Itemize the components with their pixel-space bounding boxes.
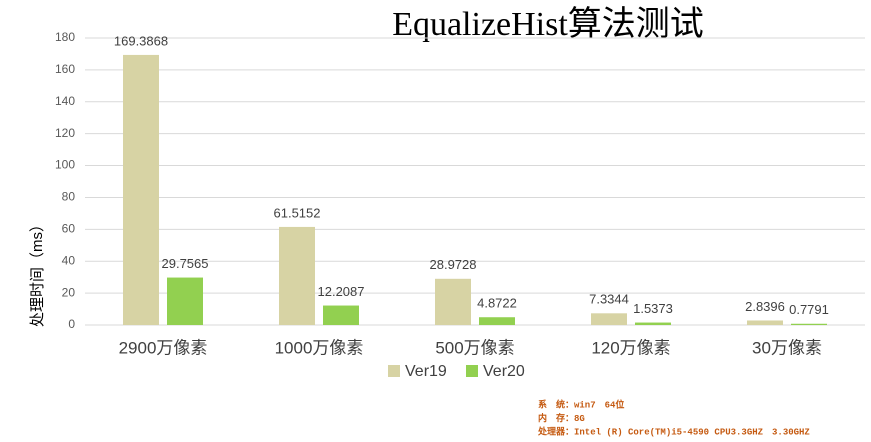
x-tick-label: 30万像素 bbox=[752, 338, 822, 357]
x-tick-label: 120万像素 bbox=[591, 338, 670, 357]
x-tick-label: 1000万像素 bbox=[275, 338, 364, 357]
y-tick-label: 60 bbox=[62, 222, 76, 236]
bar bbox=[167, 277, 203, 325]
bar bbox=[591, 313, 627, 325]
x-tick-label: 500万像素 bbox=[435, 338, 514, 357]
legend-swatch bbox=[388, 365, 400, 377]
value-label: 169.3868 bbox=[114, 33, 168, 48]
y-tick-label: 80 bbox=[62, 190, 76, 204]
note: 系 统：win7 64位 bbox=[538, 398, 624, 410]
legend-label: Ver20 bbox=[483, 363, 525, 380]
legend-label: Ver19 bbox=[405, 363, 447, 380]
bar bbox=[323, 305, 359, 325]
y-tick-label: 180 bbox=[55, 30, 75, 44]
y-tick-label: 20 bbox=[62, 285, 76, 299]
bar bbox=[123, 54, 159, 326]
note: 内 存：8G bbox=[538, 412, 585, 424]
value-label: 28.9728 bbox=[430, 257, 477, 272]
y-tick-label: 160 bbox=[55, 62, 75, 76]
value-label: 61.5152 bbox=[274, 205, 321, 220]
bar bbox=[747, 320, 783, 325]
value-label: 7.3344 bbox=[589, 292, 629, 307]
value-label: 12.2087 bbox=[318, 284, 365, 299]
x-tick-label: 2900万像素 bbox=[119, 338, 208, 357]
value-label: 2.8396 bbox=[745, 299, 785, 314]
value-label: 4.8722 bbox=[477, 296, 517, 311]
y-axis-label: 处理时间（ms） bbox=[29, 217, 46, 327]
bar bbox=[791, 323, 827, 325]
value-label: 0.7791 bbox=[789, 302, 829, 317]
bar bbox=[479, 317, 515, 325]
chart-title: EqualizeHist算法测试 bbox=[392, 5, 704, 43]
y-tick-label: 100 bbox=[55, 158, 75, 172]
value-label: 1.5373 bbox=[633, 301, 673, 316]
y-tick-label: 120 bbox=[55, 126, 75, 140]
note: 处理器：Intel (R) Core(TM)i5-4590 CPU3.3GHZ … bbox=[537, 425, 810, 437]
y-tick-label: 0 bbox=[68, 317, 75, 331]
bar bbox=[435, 278, 471, 325]
legend-swatch bbox=[466, 365, 478, 377]
bar bbox=[279, 226, 315, 325]
bar bbox=[635, 322, 671, 325]
y-tick-label: 140 bbox=[55, 94, 75, 108]
y-tick-label: 40 bbox=[62, 253, 76, 267]
value-label: 29.7565 bbox=[162, 256, 209, 271]
